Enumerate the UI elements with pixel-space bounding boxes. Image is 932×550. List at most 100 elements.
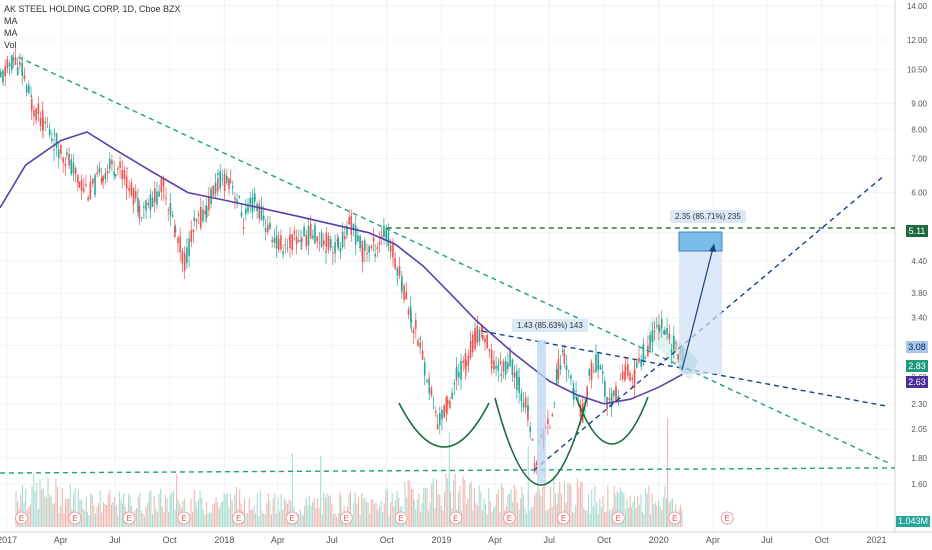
volume-bar — [600, 507, 602, 527]
earnings-marker — [557, 511, 571, 525]
volume-bar — [570, 485, 572, 527]
volume-bar — [195, 501, 197, 527]
earnings-label: E — [181, 514, 186, 523]
volume-bar — [434, 507, 436, 527]
candle-body — [642, 354, 645, 362]
candle-body — [453, 382, 456, 385]
volume-bar — [556, 504, 558, 527]
candle-body — [106, 170, 109, 174]
volume-bar — [383, 503, 385, 527]
candle-body — [595, 354, 597, 373]
candle-body — [675, 342, 677, 344]
volume-bar — [354, 492, 356, 527]
volume-bar — [613, 485, 615, 527]
volume-bar — [258, 516, 260, 527]
candle-body — [617, 395, 620, 400]
candle-body — [102, 175, 104, 182]
volume-bar — [263, 513, 265, 527]
volume-bar — [515, 489, 517, 527]
volume-bar — [553, 475, 555, 527]
volume-bar — [91, 494, 93, 527]
earnings-label: E — [616, 514, 621, 523]
candle-body — [476, 325, 479, 343]
volume-bar — [49, 494, 51, 527]
volume-bar — [584, 510, 586, 527]
candle-body — [629, 372, 631, 382]
volume-bar — [112, 501, 114, 527]
candle-body — [307, 225, 310, 246]
candle-body — [520, 393, 523, 402]
volume-bar — [245, 513, 247, 527]
volume-bar — [33, 473, 35, 527]
volume-bar — [235, 487, 237, 527]
volume-bar — [135, 508, 138, 527]
volume-bar — [559, 481, 561, 527]
legend-ma1: MA — [4, 16, 18, 26]
earnings-label: E — [344, 514, 349, 523]
candle-body — [666, 327, 668, 335]
volume-bar — [527, 445, 529, 527]
earnings-label: E — [72, 514, 77, 523]
volume-bar — [492, 507, 495, 527]
volume-bar — [390, 502, 392, 527]
candle-body — [664, 330, 666, 335]
earnings-marker — [177, 511, 191, 525]
candle-body — [449, 400, 451, 408]
candle-body — [231, 186, 234, 189]
candle-body — [443, 405, 445, 418]
volume-bar — [465, 503, 467, 527]
candle-body — [14, 56, 17, 65]
volume-bar — [599, 498, 601, 527]
volume-bar — [307, 505, 309, 527]
volume-bar — [220, 502, 222, 527]
candle-body — [597, 353, 600, 370]
volume-bar — [375, 502, 377, 527]
earnings-label: E — [126, 514, 131, 523]
measure-range-1 — [537, 340, 546, 483]
volume-bar — [337, 513, 339, 527]
volume-bar — [74, 487, 76, 527]
volume-bar — [139, 492, 141, 527]
volume-bar — [143, 515, 146, 527]
candle-body — [497, 364, 500, 371]
volume-bar — [529, 509, 531, 527]
volume-bar — [239, 489, 241, 527]
candle-body — [2, 70, 4, 83]
volume-bar — [502, 487, 504, 527]
volume-bar — [645, 488, 647, 527]
target-box — [678, 231, 723, 252]
volume-bar — [510, 489, 512, 527]
volume-bar — [21, 485, 23, 527]
volume-bar — [424, 488, 426, 527]
volume-bar — [68, 498, 70, 527]
volume-bar — [429, 502, 431, 527]
volume-bar — [285, 500, 287, 527]
volume-bar — [34, 491, 36, 527]
volume-bar — [419, 512, 422, 527]
earnings-marker — [611, 511, 625, 525]
volume-bar — [448, 431, 450, 527]
candle-body — [372, 237, 375, 242]
candle-body — [334, 242, 336, 254]
candle-body — [6, 59, 9, 69]
candle-body — [401, 275, 403, 290]
candle-body — [282, 251, 284, 255]
candle-body — [210, 188, 212, 204]
volume-bar — [229, 493, 232, 527]
volume-bar — [53, 503, 55, 527]
candle-body — [341, 231, 344, 247]
candle-body — [624, 371, 626, 381]
volume-bar — [554, 493, 556, 527]
candle-body — [46, 126, 49, 128]
candle-body — [238, 196, 241, 198]
volume-bar — [86, 512, 88, 527]
candle-body — [490, 365, 493, 369]
volume-bar — [332, 514, 334, 527]
volume-bar — [55, 478, 57, 527]
volume-bar — [654, 502, 656, 527]
candle-body — [177, 237, 179, 244]
volume-bar — [196, 508, 198, 527]
candle-body — [89, 190, 92, 192]
candle-body — [524, 397, 527, 408]
